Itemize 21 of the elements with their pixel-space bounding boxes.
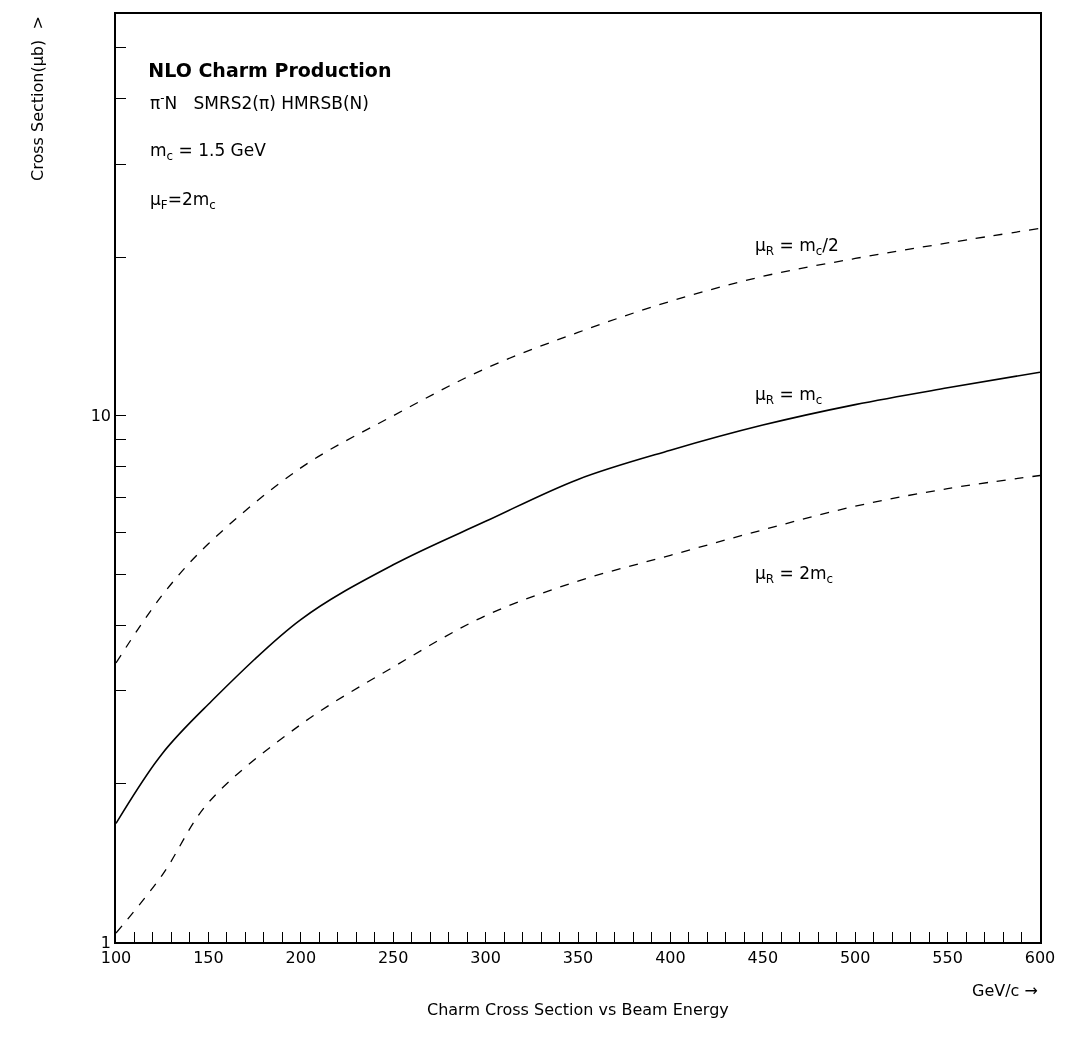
- x-tick-label: 350: [562, 947, 594, 967]
- annotation: m$_{c}$ = 1.5 GeV: [150, 140, 267, 163]
- x-tick-label: 500: [839, 947, 871, 967]
- x-tick-label: 550: [932, 947, 963, 967]
- x-tick-label: 300: [470, 947, 501, 967]
- x-tick-label: 400: [655, 947, 686, 967]
- series-label: μ$_{R}$ = 2m$_{c}$: [755, 563, 834, 586]
- x-tick-label: 150: [193, 947, 224, 967]
- annotation: μ$_{F}$=2m$_{c}$: [150, 189, 216, 212]
- x-tick-label: 250: [377, 947, 409, 967]
- x-tick-label: 450: [747, 947, 779, 967]
- x-axis-title: GeV/c →: [972, 981, 1038, 1000]
- series-label: μ$_{R}$ = m$_{c}$/2: [755, 235, 839, 258]
- series-label: μ$_{R}$ = m$_{c}$: [755, 384, 823, 407]
- x-tick-label: 200: [285, 947, 317, 967]
- annotation: π$^{-}$N SMRS2(π) HMRSB(N): [150, 91, 369, 114]
- y-tick-label: 10: [90, 406, 112, 426]
- x-tick-label: 600: [1024, 947, 1056, 967]
- y-axis-title: Cross Section(μb) >: [27, 16, 47, 181]
- text: Charm Cross Section vs Beam Energy: [427, 1000, 729, 1019]
- text: NLO Charm Production: [148, 58, 392, 81]
